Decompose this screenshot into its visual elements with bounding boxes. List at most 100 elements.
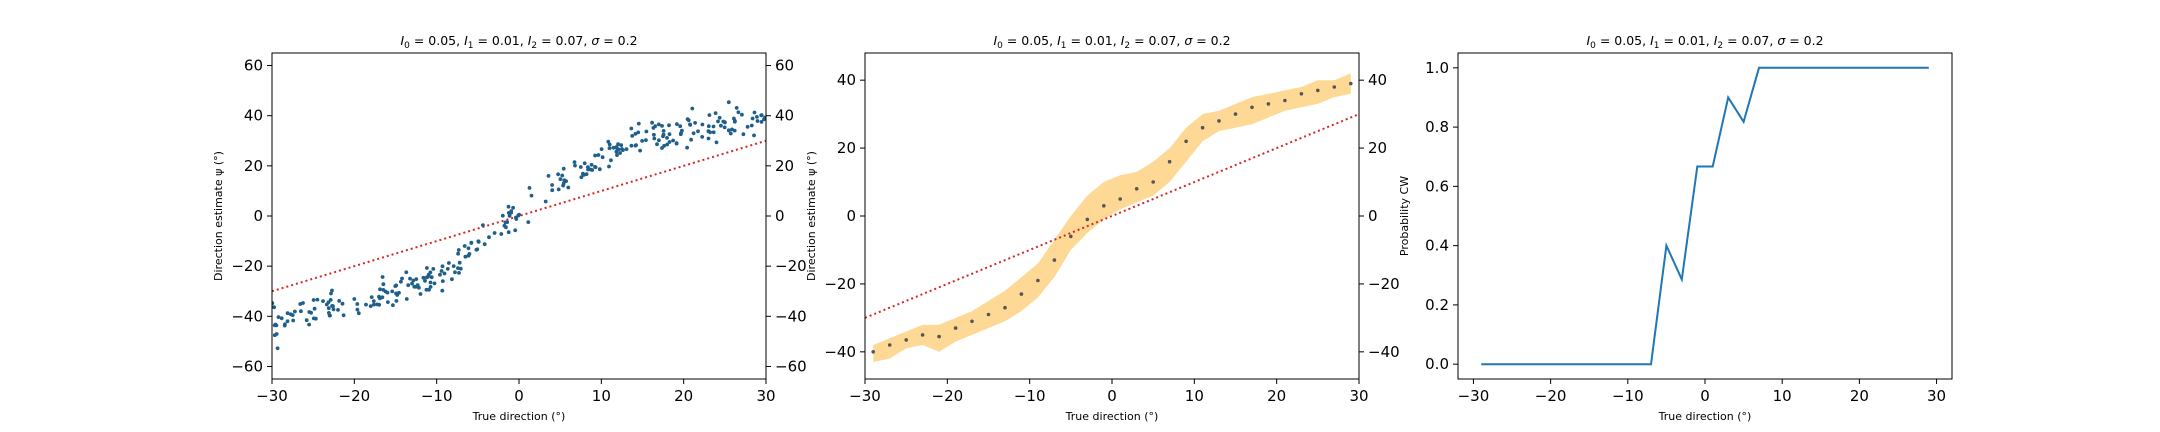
x-tick-label: 30 xyxy=(1927,387,1946,405)
scatter-point xyxy=(660,124,664,128)
scatter-point xyxy=(584,172,589,177)
scatter-point xyxy=(629,126,634,131)
scatter-point xyxy=(276,315,281,319)
scatter-point xyxy=(513,228,518,233)
scatter-point xyxy=(732,119,737,124)
x-axis-label: True direction (°) xyxy=(1065,410,1159,423)
scatter-point xyxy=(431,267,436,271)
x-tick-label: −30 xyxy=(256,387,288,405)
scatter-point xyxy=(564,179,568,184)
y-tick-label: −40 xyxy=(231,307,263,325)
scatter-point xyxy=(624,147,629,152)
chart-title: I0 = 0.05, I1 = 0.01, I2 = 0.07, σ = 0.2 xyxy=(400,33,637,51)
scatter-point xyxy=(397,290,401,295)
scatter-point xyxy=(696,129,700,134)
scatter-point xyxy=(706,124,711,129)
scatter-point xyxy=(652,136,657,141)
scatter-point xyxy=(340,301,345,306)
x-tick-label: −30 xyxy=(849,387,881,405)
scatter-point xyxy=(690,106,695,111)
scatter-point xyxy=(411,278,416,283)
scatter-point xyxy=(558,177,563,182)
scatter-point xyxy=(301,301,305,305)
scatter-point xyxy=(638,148,642,153)
chart-title: I0 = 0.05, I1 = 0.01, I2 = 0.07, σ = 0.2 xyxy=(993,33,1230,51)
scatter-point xyxy=(423,279,427,283)
y-tick-label: 1.0 xyxy=(1425,59,1449,77)
scatter-point xyxy=(336,308,340,312)
scatter-point xyxy=(566,185,571,190)
scatter-point xyxy=(394,283,399,288)
scatter-point xyxy=(700,122,705,127)
scatter-point xyxy=(728,131,733,136)
y-tick-label: 40 xyxy=(837,71,856,89)
scatter-point xyxy=(656,122,661,127)
y-tick-label: 20 xyxy=(837,139,856,157)
scatter-point xyxy=(410,281,414,286)
scatter-point xyxy=(355,302,360,306)
scatter-point xyxy=(482,242,487,247)
scatter-point xyxy=(481,223,485,228)
scatter-point xyxy=(380,295,385,300)
y-tick-label: −20 xyxy=(231,257,263,275)
scatter-point xyxy=(550,188,555,193)
y-tick-label-right: 60 xyxy=(775,57,794,75)
scatter-point xyxy=(606,139,611,144)
scatter-point xyxy=(456,266,460,270)
scatter-point xyxy=(272,305,276,310)
y-tick-label-right: −20 xyxy=(775,257,807,275)
scatter-point xyxy=(750,116,755,121)
chart-title: I0 = 0.05, I1 = 0.01, I2 = 0.07, σ = 0.2 xyxy=(1586,33,1823,51)
x-tick-label: −10 xyxy=(421,387,453,405)
scatter-point xyxy=(667,132,672,137)
axes-frame xyxy=(1457,52,1953,380)
scatter-point xyxy=(445,267,450,271)
x-tick-label: −10 xyxy=(1612,387,1644,405)
scatter-point xyxy=(466,253,471,258)
scatter-point xyxy=(556,187,561,192)
scatter-point xyxy=(330,288,334,293)
scatter-point xyxy=(500,213,505,218)
scatter-point xyxy=(609,158,613,163)
scatter-point xyxy=(665,136,669,140)
scatter-point xyxy=(466,246,471,251)
scatter-point xyxy=(593,165,597,169)
y-tick-label: 0 xyxy=(253,207,263,225)
scatter-point xyxy=(749,123,754,128)
scatter-point xyxy=(506,230,511,235)
mean-point xyxy=(1184,139,1188,144)
y-tick-label-right: 40 xyxy=(1368,71,1387,89)
scatter-point xyxy=(456,248,461,252)
scatter-point xyxy=(404,297,409,301)
scatter-point xyxy=(596,153,601,157)
scatter-point xyxy=(579,175,584,180)
scatter-point xyxy=(408,276,412,281)
scatter-point xyxy=(355,307,360,312)
scatter-point xyxy=(341,313,346,318)
y-axis-label: Probability CW xyxy=(1398,176,1411,256)
x-tick-label: 20 xyxy=(1267,387,1286,405)
chart-1: −30 −20 −10 0 10 20 30−60 −60−40 −40−20 −200 020 20… xyxy=(212,33,807,423)
y-axis-label: Direction estimate ψ (°) xyxy=(212,151,225,281)
scatter-point xyxy=(661,134,665,139)
scatter-point xyxy=(651,126,656,130)
x-tick-label: 0 xyxy=(1107,387,1117,405)
scatter-point xyxy=(711,124,716,129)
mean-point xyxy=(887,343,892,347)
scatter-point xyxy=(499,232,504,236)
scatter-point xyxy=(304,318,309,323)
scatter-point xyxy=(311,316,316,321)
scatter-point xyxy=(572,160,577,165)
scatter-point xyxy=(394,291,398,296)
scatter-point xyxy=(328,298,333,302)
scatter-point xyxy=(390,289,395,294)
scatter-point xyxy=(578,165,583,169)
scatter-point xyxy=(429,275,434,280)
y-tick-label: 0.0 xyxy=(1425,355,1449,373)
mean-point xyxy=(1052,258,1057,262)
scatter-point xyxy=(368,304,373,308)
y-tick-label: −40 xyxy=(824,343,856,361)
scatter-point xyxy=(675,122,679,126)
scatter-point xyxy=(573,163,577,168)
scatter-point xyxy=(440,279,445,283)
